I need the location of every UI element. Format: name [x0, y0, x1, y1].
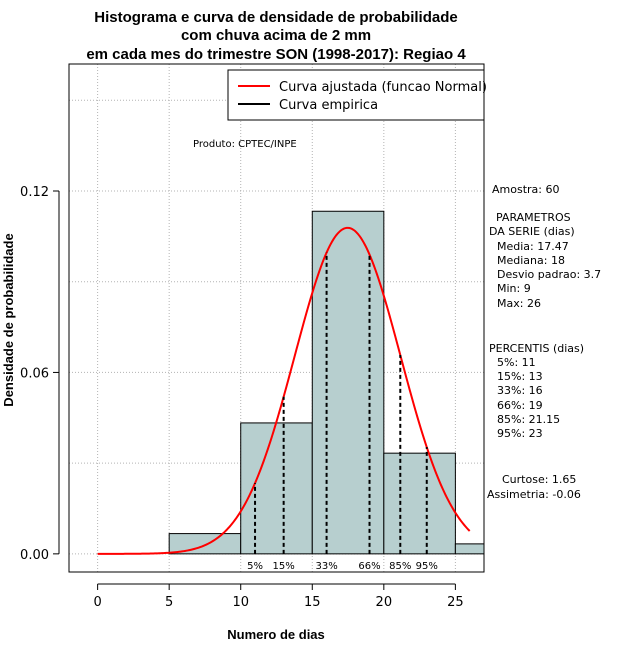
x-axis-title: Numero de dias: [227, 627, 325, 642]
legend: Curva ajustada (funcao Normal) Curva emp…: [227, 69, 487, 121]
histogram-bar: [240, 422, 313, 555]
stat-curtose: Curtose: 1.65: [502, 473, 576, 486]
axes: 0 5 10 15 20 25 0.00 0.06 0.12: [20, 185, 464, 610]
stat-max: Max: 26: [497, 297, 541, 310]
stat-parametros-subheader: DA SERIE (dias): [489, 225, 575, 238]
histogram-bar: [383, 452, 456, 555]
legend-label-empirical: Curva empirica: [279, 98, 378, 113]
histogram-bar: [454, 543, 485, 555]
stat-parametros-header: PARAMETROS: [496, 211, 571, 224]
stat-desvio: Desvio padrao: 3.7: [497, 268, 601, 281]
percentile-label: 66%: [358, 561, 380, 572]
stat-p5: 5%: 11: [497, 356, 536, 369]
x-tick-label: 25: [447, 595, 464, 610]
stat-p33: 33%: 16: [497, 384, 543, 397]
y-tick-label: 0.00: [20, 548, 49, 563]
percentile-label: 15%: [273, 561, 295, 572]
stat-p66: 66%: 19: [497, 399, 543, 412]
fitted-normal-curve: [97, 226, 471, 555]
x-tick-label: 0: [93, 595, 101, 610]
x-tick-label: 20: [376, 595, 393, 610]
plot-frame: [68, 63, 485, 573]
stat-p85: 85%: 21.15: [497, 413, 560, 426]
stat-p95: 95%: 23: [497, 427, 543, 440]
x-tick-label: 10: [232, 595, 249, 610]
stat-amostra: Amostra: 60: [492, 183, 559, 196]
stats-panel: Amostra: 60 PARAMETROS DA SERIE (dias) M…: [487, 183, 601, 501]
stat-percentis-header: PERCENTIS (dias): [489, 342, 584, 355]
stat-p15: 15%: 13: [497, 370, 543, 383]
stat-media: Media: 17.47: [497, 240, 569, 253]
x-tick-label: 15: [304, 595, 321, 610]
percentile-lines: 5% 15% 33% 66% 85% 95%: [247, 252, 438, 572]
chart-title-line-1: Histograma e curva de densidade de proba…: [94, 9, 457, 26]
percentile-label: 5%: [247, 561, 263, 572]
percentile-label: 95%: [416, 561, 438, 572]
legend-box: [227, 69, 485, 121]
y-tick-label: 0.12: [20, 185, 49, 200]
histogram-bar: [311, 210, 385, 555]
fitted-curve-layer: [97, 226, 471, 555]
stat-min: Min: 9: [497, 282, 531, 295]
y-axis-title: Densidade de probabilidade: [1, 233, 16, 406]
chart-title-line-2: com chuva acima de 2 mm: [181, 27, 371, 44]
y-tick-label: 0.06: [20, 366, 49, 381]
x-tick-label: 5: [165, 595, 173, 610]
stat-assimetria: Assimetria: -0.06: [487, 488, 581, 501]
percentile-label: 33%: [315, 561, 337, 572]
legend-label-fitted: Curva ajustada (funcao Normal): [279, 80, 487, 95]
percentile-label: 85%: [389, 561, 411, 572]
stat-mediana: Mediana: 18: [497, 254, 565, 267]
produto-note: Produto: CPTEC/INPE: [193, 139, 297, 150]
chart-title-line-3: em cada mes do trimestre SON (1998-2017)…: [86, 46, 466, 63]
